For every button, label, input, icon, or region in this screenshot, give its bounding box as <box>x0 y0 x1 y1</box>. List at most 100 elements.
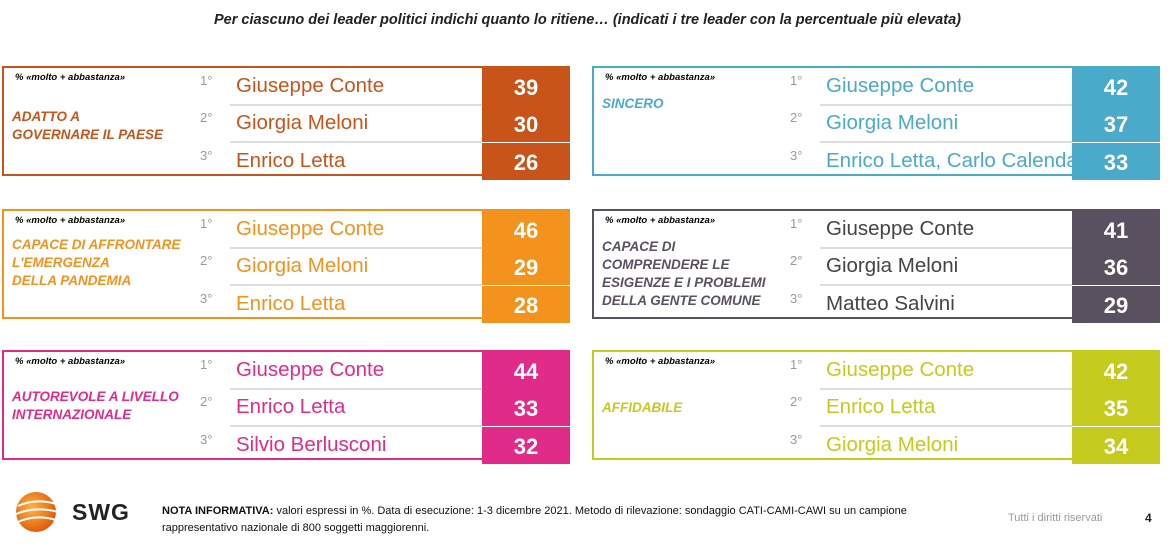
row-divider <box>820 388 1084 390</box>
rank-label: 2° <box>200 110 213 126</box>
percent-note: % «molto + abbastanza» <box>605 215 716 226</box>
row-divider <box>820 247 1084 249</box>
percent-value: 37 <box>1072 105 1160 144</box>
page-number: 4 <box>1145 511 1152 525</box>
row-divider <box>230 141 494 144</box>
leader-name: Giuseppe Conte <box>826 217 975 240</box>
leader-name: Giuseppe Conte <box>236 74 385 97</box>
row-divider <box>230 425 494 428</box>
footnote-text: valori espressi in %. Data di esecuzione… <box>162 505 907 534</box>
row-divider <box>230 104 494 106</box>
row-divider <box>820 284 1084 287</box>
percent-value: 42 <box>1072 68 1160 106</box>
leader-name: Enrico Letta <box>236 395 346 419</box>
ranking-panel: % «molto + abbastanza» AUTOREVOLE A LIVEL… <box>2 350 570 464</box>
category-label: AFFIDABILE <box>602 400 683 415</box>
category-label: SINCERO <box>602 96 664 111</box>
rank-label: 1° <box>200 216 213 231</box>
rank-label: 3° <box>200 147 213 163</box>
rank-label: 2° <box>200 253 213 269</box>
leader-name: Giuseppe Conte <box>236 217 385 240</box>
row-divider <box>230 247 494 249</box>
footnote: NOTA INFORMATIVA: valori espressi in %. … <box>162 503 952 537</box>
rights-reserved: Tutti i diritti riservati <box>1008 512 1103 524</box>
category-label: CAPACE DI COMPRENDERE LE ESIGENZE E I PR… <box>602 239 766 308</box>
leader-name: Giorgia Meloni <box>826 254 959 278</box>
leader-name: Enrico Letta, Carlo Calenda <box>826 148 1078 172</box>
leader-name: Enrico Letta <box>236 148 346 172</box>
rank-label: 3° <box>790 431 803 447</box>
chart-title: Per ciascuno dei leader politici indichi… <box>214 12 961 28</box>
footnote-label: NOTA INFORMATIVA: <box>162 505 274 517</box>
leader-row: 2° Enrico Letta 33 <box>200 389 570 428</box>
row-divider <box>820 104 1084 106</box>
percent-value: 36 <box>1072 248 1160 287</box>
percent-value: 30 <box>482 105 570 144</box>
rank-label: 1° <box>200 73 213 88</box>
percent-value: 32 <box>482 426 570 464</box>
leader-name: Giuseppe Conte <box>236 358 385 381</box>
percent-value: 46 <box>482 211 570 249</box>
percent-note: % «molto + abbastanza» <box>15 356 126 367</box>
leader-row: 3° Matteo Salvini 29 <box>790 285 1160 323</box>
rank-label: 3° <box>200 431 213 447</box>
leader-row: 3° Enrico Letta 28 <box>200 285 570 323</box>
percent-note: % «molto + abbastanza» <box>605 72 716 83</box>
leader-name: Giuseppe Conte <box>826 74 975 97</box>
percent-value: 44 <box>482 352 570 390</box>
percent-value: 41 <box>1072 211 1160 249</box>
leader-row: 1° Giuseppe Conte 44 <box>200 352 570 390</box>
leader-row: 2° Giorgia Meloni 37 <box>790 105 1160 144</box>
leader-name: Giorgia Meloni <box>236 111 369 135</box>
leader-name: Enrico Letta <box>826 395 936 419</box>
leader-row: 2° Enrico Letta 35 <box>790 389 1160 428</box>
leader-row: 1° Giuseppe Conte 42 <box>790 68 1160 106</box>
leader-row: 3° Silvio Berlusconi 32 <box>200 426 570 464</box>
percent-value: 35 <box>1072 389 1160 428</box>
rank-label: 1° <box>790 216 803 231</box>
ranking-panel: % «molto + abbastanza» AFFIDABILE 1° Giusep… <box>592 350 1160 464</box>
rank-label: 1° <box>200 357 213 372</box>
percent-value: 26 <box>482 142 570 180</box>
leader-name: Enrico Letta <box>236 291 346 315</box>
ranking-panel: % «molto + abbastanza» CAPACE DI AFFRONTA… <box>2 209 570 323</box>
leader-name: Giorgia Meloni <box>826 111 959 135</box>
leader-row: 1° Giuseppe Conte 41 <box>790 211 1160 249</box>
row-divider <box>820 141 1084 144</box>
rank-label: 3° <box>200 290 213 306</box>
leader-row: 3° Enrico Letta 26 <box>200 142 570 180</box>
rank-label: 1° <box>790 73 803 88</box>
category-label: AUTOREVOLE A LIVELLO INTERNAZIONALE <box>12 389 179 422</box>
percent-value: 29 <box>482 248 570 287</box>
leader-row: 2° Giorgia Meloni 36 <box>790 248 1160 287</box>
leader-row: 3° Enrico Letta, Carlo Calenda 33 <box>790 142 1160 180</box>
category-label: ADATTO A GOVERNARE IL PAESE <box>12 109 164 142</box>
ranking-panel: % «molto + abbastanza» CAPACE DI COMPREND… <box>592 209 1160 323</box>
percent-value: 39 <box>482 68 570 106</box>
leader-name: Giorgia Meloni <box>826 432 959 456</box>
percent-note: % «molto + abbastanza» <box>605 356 716 367</box>
rank-label: 2° <box>790 253 803 269</box>
ranking-panel: % «molto + abbastanza» ADATTO A GOVERNARE… <box>2 66 570 180</box>
rank-label: 3° <box>790 290 803 306</box>
leader-row: 2° Giorgia Meloni 30 <box>200 105 570 144</box>
percent-value: 42 <box>1072 352 1160 390</box>
ranking-panel: % «molto + abbastanza» SINCERO 1° Giuseppe … <box>592 66 1160 180</box>
rank-label: 1° <box>790 357 803 372</box>
percent-value: 33 <box>1072 142 1160 180</box>
leader-name: Matteo Salvini <box>826 291 955 315</box>
leader-row: 1° Giuseppe Conte 42 <box>790 352 1160 390</box>
percent-value: 33 <box>482 389 570 428</box>
rank-label: 2° <box>790 394 803 410</box>
leader-name: Giuseppe Conte <box>826 358 975 381</box>
percent-note: % «molto + abbastanza» <box>15 215 126 226</box>
row-divider <box>230 388 494 390</box>
swg-globe-logo <box>15 492 59 532</box>
rank-label: 2° <box>790 110 803 126</box>
percent-value: 34 <box>1072 426 1160 464</box>
leader-row: 1° Giuseppe Conte 46 <box>200 211 570 249</box>
leader-name: Giorgia Meloni <box>236 254 369 278</box>
leader-row: 3° Giorgia Meloni 34 <box>790 426 1160 464</box>
row-divider <box>820 425 1084 428</box>
leader-name: Silvio Berlusconi <box>236 432 387 456</box>
